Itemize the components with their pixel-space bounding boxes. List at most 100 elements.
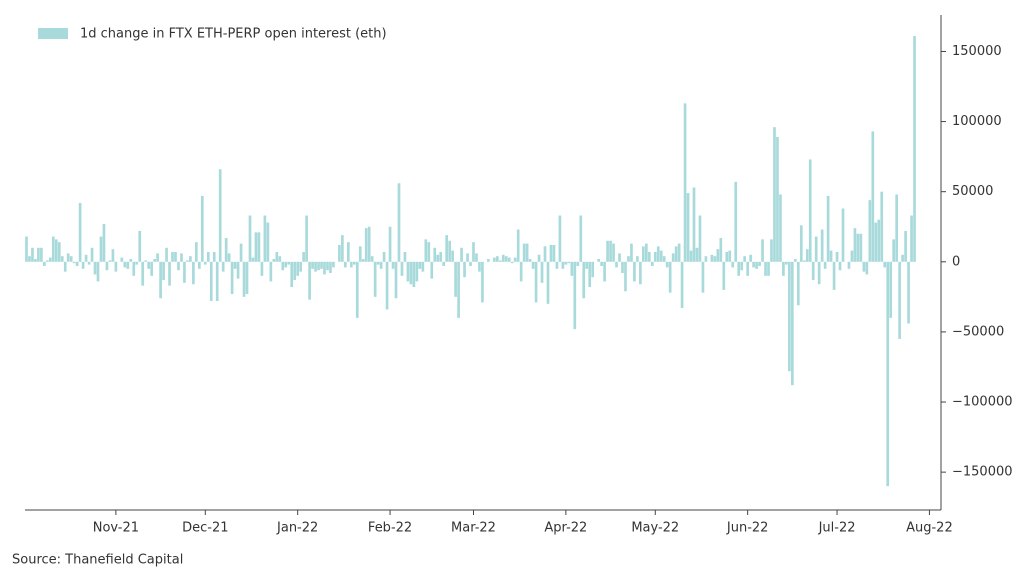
bar	[883, 261, 887, 268]
bar	[689, 250, 693, 262]
bar	[880, 191, 884, 262]
bar	[376, 261, 380, 265]
bar	[466, 253, 469, 262]
bar	[311, 261, 314, 269]
bar	[603, 261, 606, 282]
bar	[612, 243, 615, 262]
bar	[269, 261, 273, 282]
bar	[323, 261, 326, 275]
bar	[579, 215, 583, 262]
bar	[144, 260, 148, 262]
bar	[802, 260, 806, 262]
bar	[820, 229, 824, 262]
bar	[344, 261, 347, 268]
y-tick-label: −100000	[952, 395, 1013, 410]
bar	[752, 261, 755, 268]
bar	[746, 261, 749, 276]
bar	[209, 261, 213, 302]
bar	[293, 261, 297, 281]
bar	[829, 250, 833, 262]
bar	[522, 243, 526, 262]
bar	[892, 239, 896, 262]
bar	[373, 261, 377, 297]
bar	[314, 261, 317, 272]
bar	[403, 251, 407, 262]
bar	[793, 258, 797, 262]
bar	[913, 36, 916, 262]
bar	[558, 215, 562, 262]
bar	[642, 246, 645, 262]
bar	[186, 260, 189, 262]
bar	[513, 257, 517, 262]
bar	[686, 193, 690, 262]
bar	[284, 261, 288, 268]
bar	[716, 249, 720, 262]
bar	[129, 258, 133, 262]
bar	[597, 258, 600, 262]
bar	[162, 261, 165, 281]
bar	[60, 256, 64, 262]
bar	[218, 169, 222, 262]
bar	[451, 250, 454, 262]
bar	[665, 261, 669, 268]
bar	[630, 243, 633, 262]
bar	[779, 194, 782, 262]
y-tick-label: 0	[952, 254, 960, 269]
bar	[785, 261, 788, 265]
bar	[406, 261, 410, 282]
bar	[907, 261, 910, 324]
bar	[111, 249, 115, 262]
bar	[135, 261, 139, 265]
bar	[203, 261, 207, 265]
bar	[433, 247, 437, 262]
bar	[93, 261, 97, 275]
bar	[805, 249, 809, 262]
bar	[856, 233, 860, 262]
bar	[287, 261, 291, 265]
bar	[329, 261, 332, 274]
bar	[263, 215, 267, 262]
bar	[75, 261, 79, 267]
bar	[78, 202, 82, 262]
bar	[230, 261, 234, 295]
bar	[84, 254, 88, 262]
x-tick-label: Nov-21	[93, 521, 139, 536]
bar	[647, 251, 651, 262]
bar	[391, 261, 395, 269]
bar	[138, 230, 142, 262]
bar	[516, 229, 520, 262]
bar	[487, 258, 490, 262]
bar	[180, 253, 183, 262]
bar	[448, 240, 451, 262]
bar	[114, 261, 118, 272]
bar	[865, 261, 869, 275]
bar	[192, 261, 195, 285]
bar	[472, 242, 475, 262]
bar	[361, 258, 365, 262]
bar	[889, 261, 893, 318]
x-tick-label: Dec-21	[182, 521, 228, 536]
bar	[469, 261, 472, 267]
bar	[72, 261, 76, 264]
bar	[609, 240, 612, 262]
bar	[364, 228, 368, 262]
bar	[281, 261, 285, 271]
bar	[430, 261, 434, 279]
legend-label: 1d change in FTX ETH-PERP open interest …	[80, 27, 387, 42]
bar	[633, 261, 636, 282]
bar	[519, 261, 523, 282]
bar	[388, 226, 392, 262]
bar	[445, 235, 449, 262]
bar	[874, 222, 878, 262]
bar	[799, 225, 803, 262]
bar	[248, 215, 252, 262]
bar	[749, 254, 752, 262]
x-tick-label: Mar-22	[451, 521, 496, 536]
bar	[475, 253, 478, 262]
bar	[40, 247, 43, 262]
bar	[776, 136, 779, 262]
bar	[370, 256, 374, 262]
bar	[591, 261, 595, 278]
bar	[266, 222, 270, 262]
bar	[573, 261, 577, 330]
